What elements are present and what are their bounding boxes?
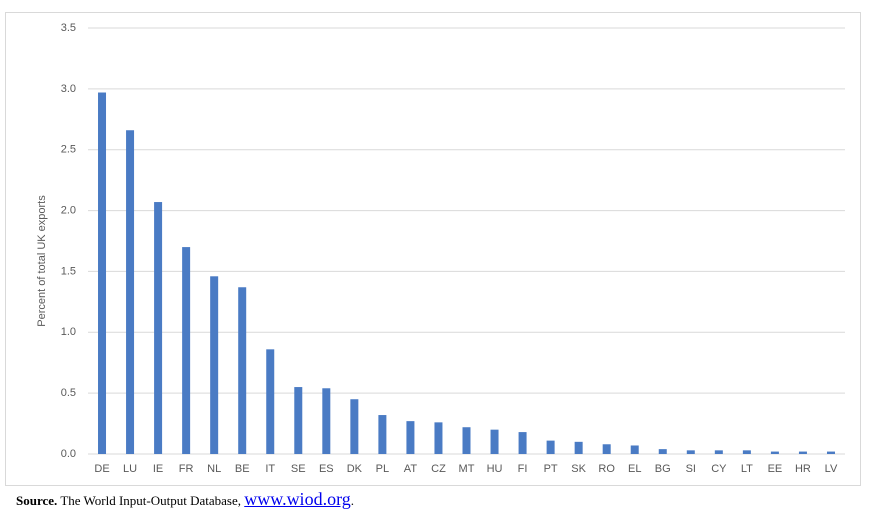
x-tick-label: EL <box>628 463 641 475</box>
bar <box>658 449 667 454</box>
y-tick-label: 3.0 <box>61 83 76 95</box>
bar <box>406 421 415 454</box>
y-tick-label: 0.5 <box>61 387 76 399</box>
bar <box>350 399 359 454</box>
bar <box>294 387 303 454</box>
x-tick-label: LU <box>123 463 137 475</box>
x-tick-label: DE <box>94 463 109 475</box>
bar <box>770 451 779 454</box>
bar <box>126 130 135 455</box>
bar <box>210 276 219 454</box>
x-tick-label: MT <box>459 463 475 475</box>
x-tick-label: IE <box>153 463 163 475</box>
chart-frame <box>5 12 861 486</box>
bar <box>630 445 639 454</box>
x-tick-label: FR <box>179 463 194 475</box>
bar <box>574 441 583 454</box>
x-tick-label: LV <box>825 463 838 475</box>
bar <box>182 247 191 454</box>
x-tick-label: SI <box>686 463 696 475</box>
x-tick-label: CY <box>711 463 727 475</box>
y-tick-label: 2.0 <box>61 204 76 216</box>
bar <box>490 429 499 454</box>
bar <box>238 287 247 454</box>
x-tick-label: BE <box>235 463 250 475</box>
bar <box>462 427 471 454</box>
x-tick-label: HR <box>795 463 811 475</box>
chart: Percent of total UK exports 0.0 0.5 1.0 1.5… <box>5 12 861 486</box>
source-note: Source. The World Input-Output Database,… <box>16 489 354 510</box>
y-tick-label: 2.5 <box>61 144 76 156</box>
bar <box>686 450 695 454</box>
y-tick-label: 1.0 <box>61 326 76 338</box>
x-tick-label: SK <box>571 463 586 475</box>
bar <box>714 450 723 454</box>
x-tick-label: SE <box>291 463 306 475</box>
x-tick-label: BG <box>655 463 671 475</box>
y-tick-label: 1.5 <box>61 265 76 277</box>
y-tick-label: 0.0 <box>61 448 76 460</box>
x-tick-label: HU <box>487 463 503 475</box>
source-label: Source. <box>16 493 58 508</box>
source-end: . <box>350 493 354 508</box>
x-tick-label: CZ <box>431 463 446 475</box>
source-text: The World Input-Output Database, <box>60 493 241 508</box>
x-tick-label: PL <box>376 463 389 475</box>
bar <box>742 450 751 454</box>
x-tick-label: FI <box>518 463 528 475</box>
x-tick-label: PT <box>544 463 558 475</box>
x-tick-label: IT <box>265 463 275 475</box>
bar <box>266 349 275 454</box>
bar <box>546 440 555 454</box>
bar <box>378 415 387 454</box>
bar <box>154 202 163 454</box>
x-tick-label: DK <box>347 463 363 475</box>
source-link[interactable]: www.wiod.org <box>244 489 351 509</box>
x-tick-label: LT <box>741 463 753 475</box>
x-tick-label: AT <box>404 463 418 475</box>
bar <box>434 422 443 454</box>
bar <box>98 92 107 454</box>
y-axis-label: Percent of total UK exports <box>36 195 48 327</box>
bar <box>322 388 331 454</box>
x-tick-label: ES <box>319 463 334 475</box>
x-tick-label: RO <box>598 463 615 475</box>
bar <box>798 451 807 454</box>
y-tick-label: 3.5 <box>61 22 76 34</box>
bar <box>826 451 835 454</box>
bar <box>518 432 527 454</box>
x-tick-label: EE <box>768 463 783 475</box>
bar <box>602 444 611 454</box>
x-tick-label: NL <box>207 463 221 475</box>
